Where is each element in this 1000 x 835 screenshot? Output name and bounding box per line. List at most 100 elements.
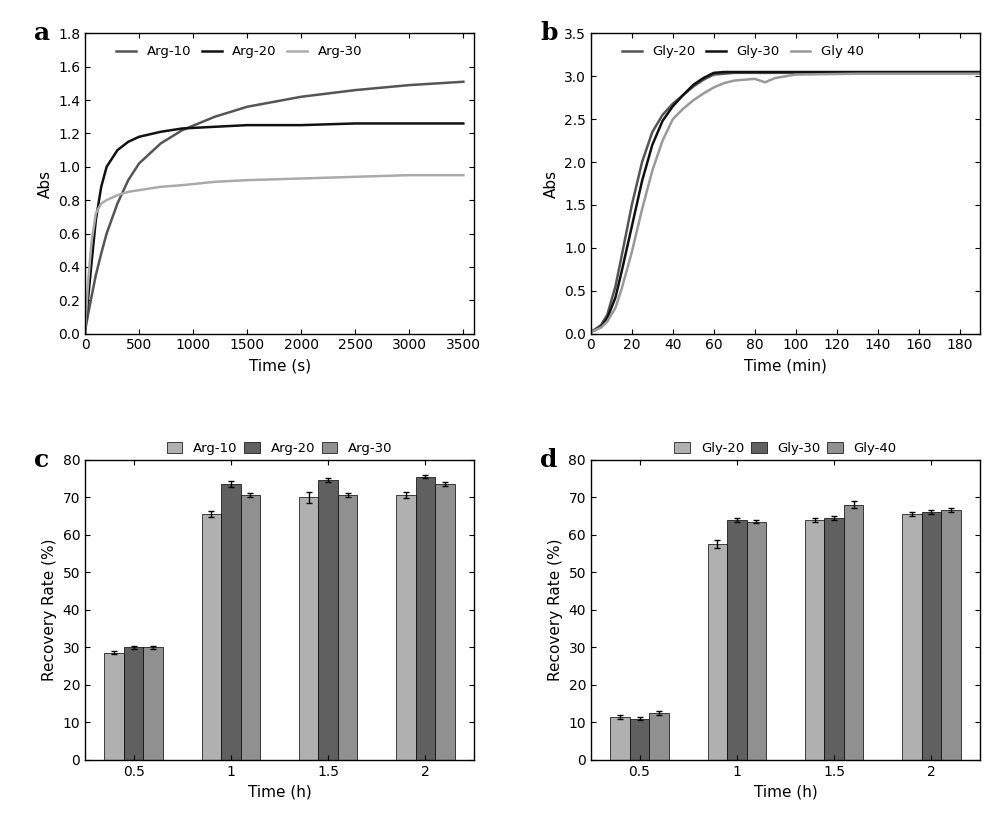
Gly-20 [677, 90, 689, 100]
Y-axis label: Abs: Abs [543, 170, 558, 198]
Arg-10 [133, 159, 145, 169]
Y-axis label: Recovery Rate (%): Recovery Rate (%) [548, 539, 563, 681]
Gly-20 [609, 281, 621, 291]
Bar [318, 480, 338, 760]
Legend: Arg-10, Arg-20, Arg-30: Arg-10, Arg-20, Arg-30 [161, 436, 398, 460]
Gly 40 [601, 316, 613, 326]
X-axis label: Time (min): Time (min) [744, 358, 827, 373]
Arg-20 [176, 124, 188, 134]
Gly 40 [728, 75, 740, 85]
Arg-20 [101, 162, 113, 172]
Gly 40 [749, 73, 761, 84]
Gly-20 [646, 127, 658, 137]
Gly-30 [657, 116, 669, 126]
Bar [747, 522, 766, 760]
Arg-20 [85, 259, 97, 269]
Gly-30 [609, 292, 621, 302]
Arg-10 [295, 92, 307, 102]
Arg-10 [82, 309, 94, 319]
Bar [416, 477, 435, 760]
Gly-20 [595, 320, 607, 330]
Gly 40 [718, 78, 730, 89]
Bar [104, 653, 124, 760]
Arg-10 [80, 321, 92, 331]
Gly-30 [749, 67, 761, 77]
Gly 40 [626, 247, 638, 257]
Gly 40 [636, 205, 648, 215]
Gly-20 [728, 68, 740, 78]
Gly-20 [636, 157, 648, 167]
Gly-30 [851, 67, 863, 77]
Text: c: c [34, 448, 50, 472]
Arg-10 [176, 125, 188, 135]
Gly-30 [589, 325, 601, 335]
Gly-20 [657, 110, 669, 120]
Gly-30 [687, 80, 699, 90]
Bar [902, 514, 922, 760]
Gly-20 [589, 324, 601, 334]
Line: Gly-20: Gly-20 [591, 73, 980, 331]
Bar [824, 518, 844, 760]
Arg-20 [349, 119, 361, 129]
Arg-30 [111, 190, 123, 200]
X-axis label: Time (h): Time (h) [248, 784, 311, 799]
Gly 40 [677, 104, 689, 114]
Arg-30 [209, 177, 221, 187]
Gly-20 [708, 69, 720, 79]
Gly-30 [974, 67, 986, 77]
Gly 40 [646, 165, 658, 175]
X-axis label: Time (h): Time (h) [754, 784, 817, 799]
Gly-20 [698, 74, 710, 84]
Arg-20 [457, 119, 469, 129]
Gly 40 [738, 74, 750, 84]
Gly 40 [616, 284, 628, 294]
Gly-30 [636, 176, 648, 186]
Gly-30 [646, 140, 658, 150]
Gly-20 [626, 200, 638, 210]
Arg-10 [241, 102, 253, 112]
Arg-10 [101, 229, 113, 239]
Arg-20 [95, 182, 107, 192]
Bar [649, 713, 669, 760]
Gly-30 [585, 326, 597, 337]
Arg-10 [85, 292, 97, 302]
Legend: Gly-20, Gly-30, Gly-40: Gly-20, Gly-30, Gly-40 [669, 436, 902, 460]
Gly 40 [698, 89, 710, 99]
Arg-30 [82, 276, 94, 286]
Arg-10 [155, 139, 167, 149]
Bar [338, 495, 357, 760]
Bar [435, 484, 455, 760]
Bar [844, 504, 863, 760]
Text: b: b [540, 22, 558, 45]
Gly 40 [585, 326, 597, 337]
Bar [922, 512, 941, 760]
Arg-30 [176, 180, 188, 190]
Bar [630, 719, 649, 760]
Gly 40 [790, 69, 802, 79]
Gly-30 [667, 101, 679, 111]
Gly-30 [718, 67, 730, 77]
Gly-30 [698, 73, 710, 83]
Gly-30 [677, 90, 689, 100]
Arg-20 [241, 120, 253, 130]
Arg-10 [95, 249, 107, 259]
Arg-10 [111, 199, 123, 209]
Arg-30 [85, 237, 97, 247]
Y-axis label: Recovery Rate (%): Recovery Rate (%) [42, 539, 57, 681]
Arg-30 [295, 174, 307, 184]
Arg-30 [101, 195, 113, 205]
Arg-30 [241, 175, 253, 185]
Arg-30 [95, 199, 107, 209]
Line: Arg-30: Arg-30 [85, 175, 463, 334]
Gly-20 [790, 68, 802, 78]
Gly-20 [585, 326, 597, 337]
Gly 40 [687, 95, 699, 105]
Legend: Arg-10, Arg-20, Arg-30: Arg-10, Arg-20, Arg-30 [111, 40, 367, 63]
Gly-30 [626, 221, 638, 231]
Line: Gly-30: Gly-30 [591, 72, 980, 331]
Gly-30 [616, 267, 628, 277]
Gly-20 [687, 82, 699, 92]
Gly 40 [609, 303, 621, 313]
Y-axis label: Abs: Abs [37, 170, 52, 198]
Gly-20 [851, 68, 863, 78]
